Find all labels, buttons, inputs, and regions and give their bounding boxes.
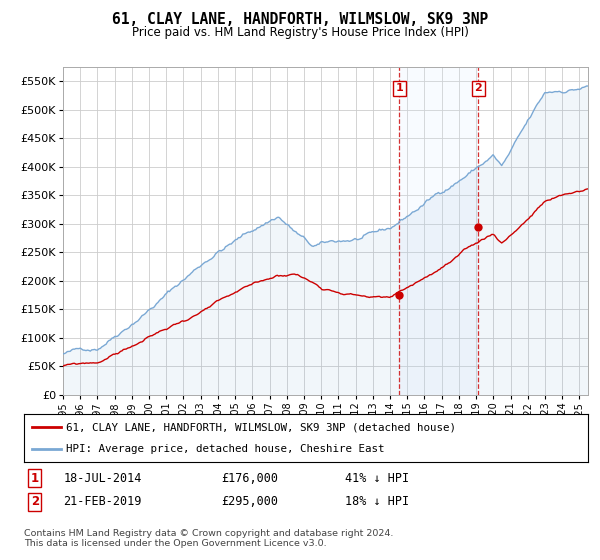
Text: 1: 1: [395, 83, 403, 94]
Text: 1: 1: [31, 472, 39, 484]
Text: HPI: Average price, detached house, Cheshire East: HPI: Average price, detached house, Ches…: [66, 444, 385, 454]
Text: Contains HM Land Registry data © Crown copyright and database right 2024.: Contains HM Land Registry data © Crown c…: [24, 529, 394, 538]
Text: This data is licensed under the Open Government Licence v3.0.: This data is licensed under the Open Gov…: [24, 539, 326, 548]
Text: £176,000: £176,000: [221, 472, 278, 484]
Text: 2: 2: [31, 496, 39, 508]
Text: Price paid vs. HM Land Registry's House Price Index (HPI): Price paid vs. HM Land Registry's House …: [131, 26, 469, 39]
Text: 61, CLAY LANE, HANDFORTH, WILMSLOW, SK9 3NP (detached house): 61, CLAY LANE, HANDFORTH, WILMSLOW, SK9 …: [66, 422, 457, 432]
Text: 2: 2: [475, 83, 482, 94]
Text: 18-JUL-2014: 18-JUL-2014: [64, 472, 142, 484]
Text: £295,000: £295,000: [221, 496, 278, 508]
Text: 61, CLAY LANE, HANDFORTH, WILMSLOW, SK9 3NP: 61, CLAY LANE, HANDFORTH, WILMSLOW, SK9 …: [112, 12, 488, 27]
Text: 41% ↓ HPI: 41% ↓ HPI: [346, 472, 410, 484]
Bar: [400, 67, 478, 395]
Text: 18% ↓ HPI: 18% ↓ HPI: [346, 496, 410, 508]
Text: 21-FEB-2019: 21-FEB-2019: [64, 496, 142, 508]
